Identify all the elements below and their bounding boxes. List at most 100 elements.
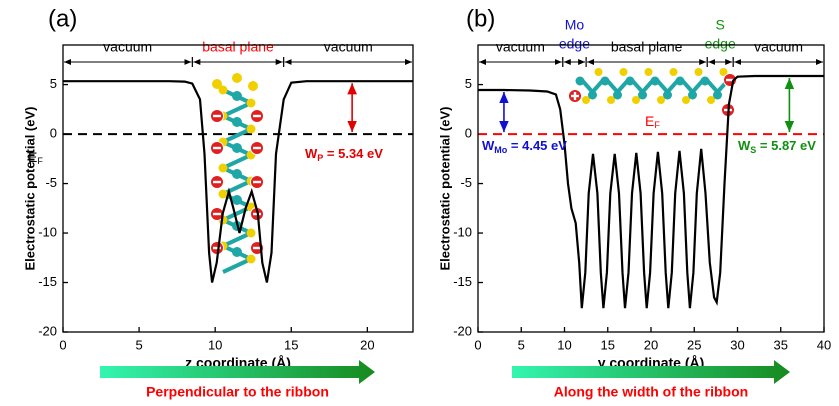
region-label: S — [716, 17, 725, 33]
atom-mo — [232, 195, 242, 205]
fermi-subscript: F — [654, 120, 660, 130]
x-tick-label: 5 — [518, 337, 525, 352]
plot-frame — [62, 44, 414, 333]
atom-s — [246, 228, 256, 238]
x-tick-label: 25 — [687, 337, 701, 352]
fermi-label: EF — [645, 113, 660, 131]
bond — [222, 205, 252, 222]
bond — [222, 231, 252, 248]
x-tick-label: 0 — [59, 337, 66, 352]
panel-label: (b) — [466, 5, 495, 32]
work-function-label: WS = 5.87 eV — [738, 138, 816, 155]
wf-symbol: W — [482, 138, 495, 153]
atom-s — [644, 68, 653, 76]
work-function-label: WP = 5.34 eV — [305, 146, 383, 163]
x-tick-label: 10 — [557, 337, 571, 352]
bond — [222, 179, 252, 196]
y-tick-label: -5 — [460, 175, 472, 190]
potential-curve — [63, 80, 413, 283]
charge-sign — [253, 246, 261, 250]
atom-mo — [675, 76, 685, 86]
direction-arrow — [512, 360, 790, 384]
wf-subscript: P — [317, 153, 323, 163]
y-tick-label: 5 — [50, 76, 57, 91]
atom-mo — [688, 90, 697, 100]
charge-sign — [253, 180, 261, 184]
direction-label: Along the width of the ribbon — [554, 384, 748, 400]
atom-s — [657, 96, 665, 104]
y-tick-label: -10 — [38, 224, 57, 239]
x-tick-label: 0 — [474, 337, 481, 352]
charge-sign — [213, 212, 221, 216]
y-tick-label: 0 — [465, 126, 472, 141]
region-label: vacuum — [103, 39, 152, 55]
y-tick-label: -20 — [453, 323, 472, 338]
y-tick-label: -10 — [453, 224, 472, 239]
atom-s — [246, 124, 256, 134]
charge-sign — [253, 146, 261, 150]
x-tick-label: 15 — [601, 337, 615, 352]
x-tick-label: 20 — [644, 337, 658, 352]
region-label: vacuum — [496, 39, 545, 55]
direction-label: Perpendicular to the ribbon — [146, 384, 329, 400]
x-tick-label: 10 — [208, 337, 222, 352]
atom-s — [632, 96, 640, 104]
atom-mo — [613, 90, 622, 100]
atom-s — [248, 81, 258, 91]
charge-sign — [253, 114, 261, 118]
y-tick-label: -15 — [38, 274, 57, 289]
x-tick-label: 20 — [360, 337, 374, 352]
region-label: basal plane — [202, 39, 274, 55]
wf-value: = 5.87 eV — [756, 138, 816, 153]
atom-s — [218, 163, 228, 173]
atom-s — [694, 68, 703, 76]
y-tick-label: -5 — [45, 175, 57, 190]
atom-s — [212, 79, 222, 89]
x-tick-label: 15 — [284, 337, 298, 352]
atom-s — [619, 68, 628, 76]
charge-sign — [213, 114, 221, 118]
charge-sign — [213, 246, 221, 250]
atom-mo — [663, 90, 672, 100]
atom-mo — [650, 76, 660, 86]
atom-mo — [588, 90, 597, 100]
atom-s — [246, 98, 256, 108]
work-function-label: WMo = 4.45 eV — [482, 138, 567, 155]
charge-sign — [726, 78, 734, 82]
region-label: edge — [705, 36, 736, 52]
atom-s — [582, 96, 590, 104]
atom-mo — [713, 90, 722, 100]
region-label: vacuum — [754, 39, 803, 55]
atom-s — [719, 68, 728, 76]
region-label: edge — [559, 36, 590, 52]
atom-s — [669, 68, 678, 76]
fermi-symbol: E — [28, 149, 37, 165]
charge-sign — [213, 146, 221, 150]
region-label: Mo — [565, 17, 585, 33]
atom-mo — [232, 91, 242, 101]
charge-sign — [573, 92, 577, 100]
atom-mo — [232, 247, 242, 257]
wf-value: = 5.34 eV — [323, 146, 383, 161]
atom-s — [682, 96, 690, 104]
x-tick-label: 40 — [817, 337, 831, 352]
atom-s — [218, 189, 228, 199]
y-tick-label: -15 — [453, 274, 472, 289]
atom-s — [707, 96, 715, 104]
atom-s — [607, 96, 615, 104]
x-tick-label: 35 — [774, 337, 788, 352]
bond — [222, 153, 252, 170]
atom-mo — [638, 90, 647, 100]
bond — [222, 127, 252, 144]
fermi-label: EF — [28, 149, 43, 167]
y-axis-label: Electrostatic potential (eV) — [437, 107, 452, 271]
fermi-symbol: E — [645, 113, 654, 129]
y-tick-label: 5 — [465, 76, 472, 91]
wf-symbol: W — [738, 138, 751, 153]
atom-mo — [625, 76, 635, 86]
atom-s — [218, 85, 228, 95]
atom-s — [232, 73, 242, 83]
bond — [222, 101, 252, 118]
